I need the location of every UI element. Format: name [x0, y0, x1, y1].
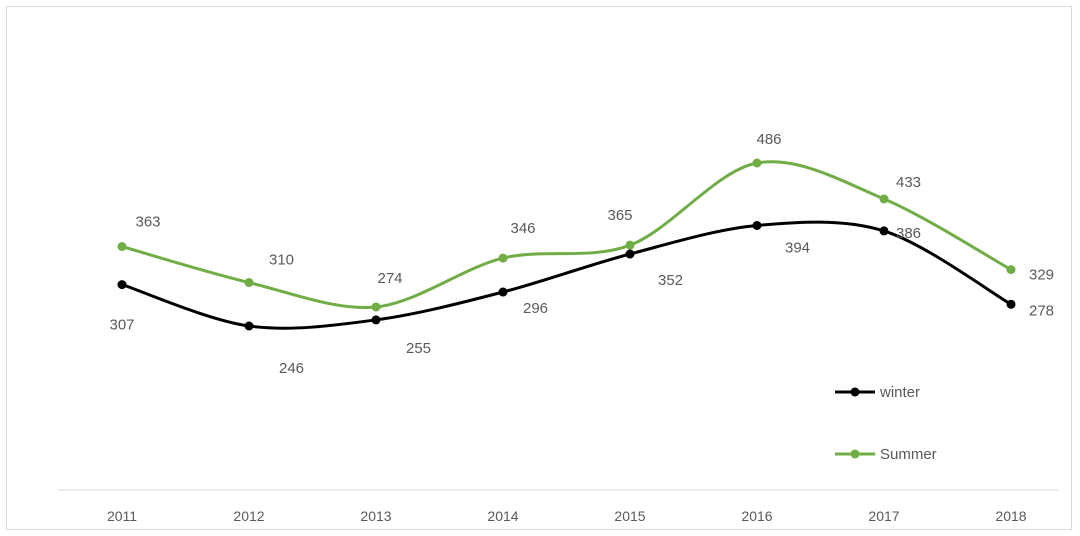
winter-data-label: 296: [523, 300, 548, 317]
summer-data-label: 363: [135, 214, 160, 231]
summer-data-point[interactable]: [371, 302, 381, 312]
summer-data-point[interactable]: [1006, 265, 1016, 275]
legend-item-winter[interactable]: winter: [835, 384, 920, 401]
summer-data-label: 329: [1029, 267, 1054, 284]
x-tick-label: 2014: [487, 508, 518, 524]
winter-data-point[interactable]: [117, 280, 127, 290]
summer-data-point[interactable]: [244, 278, 254, 288]
x-tick-label: 2015: [614, 508, 645, 524]
summer-data-label: 310: [269, 252, 294, 269]
winter-data-label: 394: [785, 239, 810, 256]
legend-label: winter: [879, 384, 920, 401]
winter-data-point[interactable]: [244, 321, 254, 331]
x-tick-label: 2018: [995, 508, 1026, 524]
x-tick-label: 2016: [741, 508, 772, 524]
legend-marker-icon: [850, 449, 860, 459]
summer-data-label: 274: [377, 270, 402, 287]
summer-data-label: 433: [896, 174, 921, 191]
legend-label: Summer: [880, 446, 937, 463]
summer-data-point[interactable]: [117, 242, 127, 252]
summer-data-label: 486: [756, 131, 781, 148]
winter-data-point[interactable]: [498, 287, 508, 297]
winter-series-line: [121, 220, 1012, 330]
winter-data-label: 278: [1029, 302, 1054, 319]
summer-data-label: 346: [510, 220, 535, 237]
winter-data-label: 352: [658, 272, 683, 289]
summer-data-point[interactable]: [625, 240, 635, 250]
x-tick-label: 2013: [360, 508, 391, 524]
x-tick-label: 2011: [107, 508, 137, 524]
legend-item-summer[interactable]: Summer: [835, 446, 937, 463]
winter-data-label: 246: [279, 360, 304, 377]
winter-data-point[interactable]: [752, 220, 762, 230]
winter-data-label: 386: [896, 225, 921, 242]
x-tick-label: 2017: [868, 508, 899, 524]
summer-data-point[interactable]: [879, 194, 889, 204]
winter-data-point[interactable]: [1006, 299, 1016, 309]
winter-data-point[interactable]: [879, 226, 889, 236]
winter-data-point[interactable]: [625, 249, 635, 259]
summer-data-point[interactable]: [498, 253, 508, 263]
chart-frame: [6, 6, 1072, 530]
x-tick-label: 2012: [233, 508, 264, 524]
winter-data-label: 307: [109, 317, 134, 334]
summer-data-label: 365: [607, 207, 632, 224]
winter-data-point[interactable]: [371, 315, 381, 325]
summer-data-point[interactable]: [752, 158, 762, 168]
legend-marker-icon: [850, 387, 860, 397]
winter-data-label: 255: [406, 340, 431, 357]
summer-series-line: [121, 160, 1012, 310]
